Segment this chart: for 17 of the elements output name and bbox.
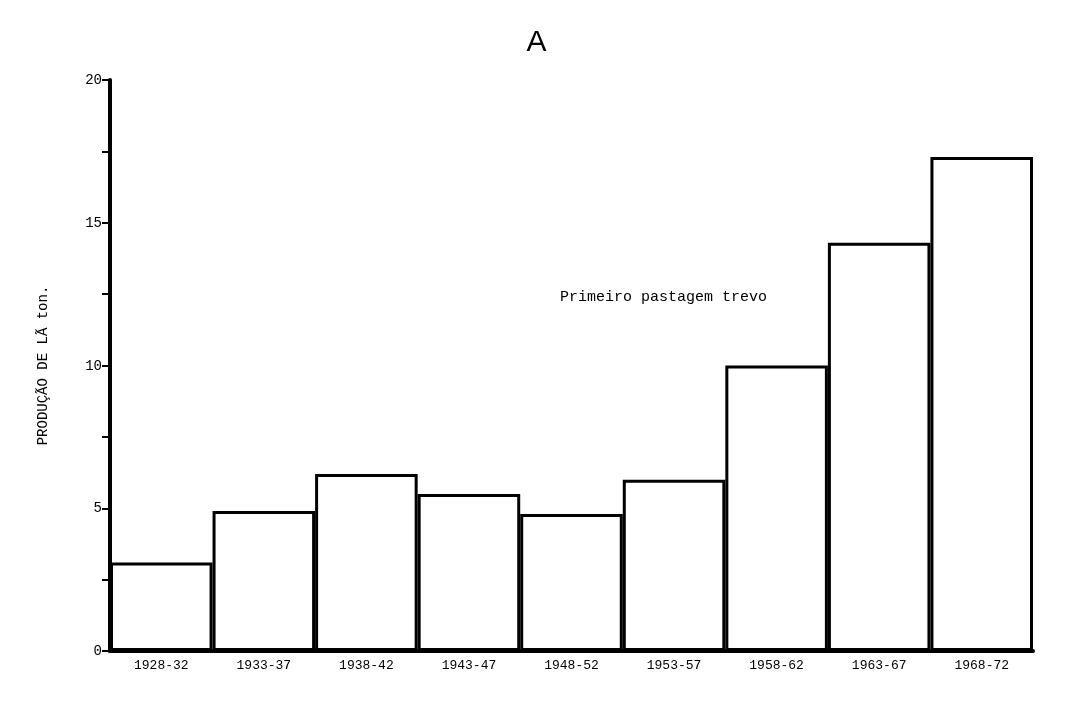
y-tick-label: 5 — [93, 500, 102, 517]
x-tick-label: 1953-57 — [646, 658, 702, 673]
x-tick-label: 1968-72 — [954, 658, 1010, 673]
x-tick-label: 1943-47 — [441, 658, 497, 673]
x-tick-label: 1963-67 — [851, 658, 907, 673]
y-tick-label: 10 — [85, 357, 102, 374]
y-tick-label: 0 — [93, 643, 102, 659]
x-tick-label: 1938-42 — [339, 658, 394, 673]
x-tick-label: 1948-52 — [544, 658, 599, 673]
x-tick-label: 1928-32 — [133, 658, 189, 673]
annotation: Primeiro pastagem trevo — [560, 289, 768, 306]
x-tick-label: 1958-62 — [749, 658, 804, 673]
y-axis-title: PRODUÇÃO DE LÃ ton. — [35, 285, 51, 446]
y-tick-label: 15 — [85, 214, 102, 231]
chart-title: A — [526, 23, 547, 57]
x-tick-label: 1933-37 — [236, 658, 292, 673]
y-tick-label: 20 — [85, 72, 102, 88]
